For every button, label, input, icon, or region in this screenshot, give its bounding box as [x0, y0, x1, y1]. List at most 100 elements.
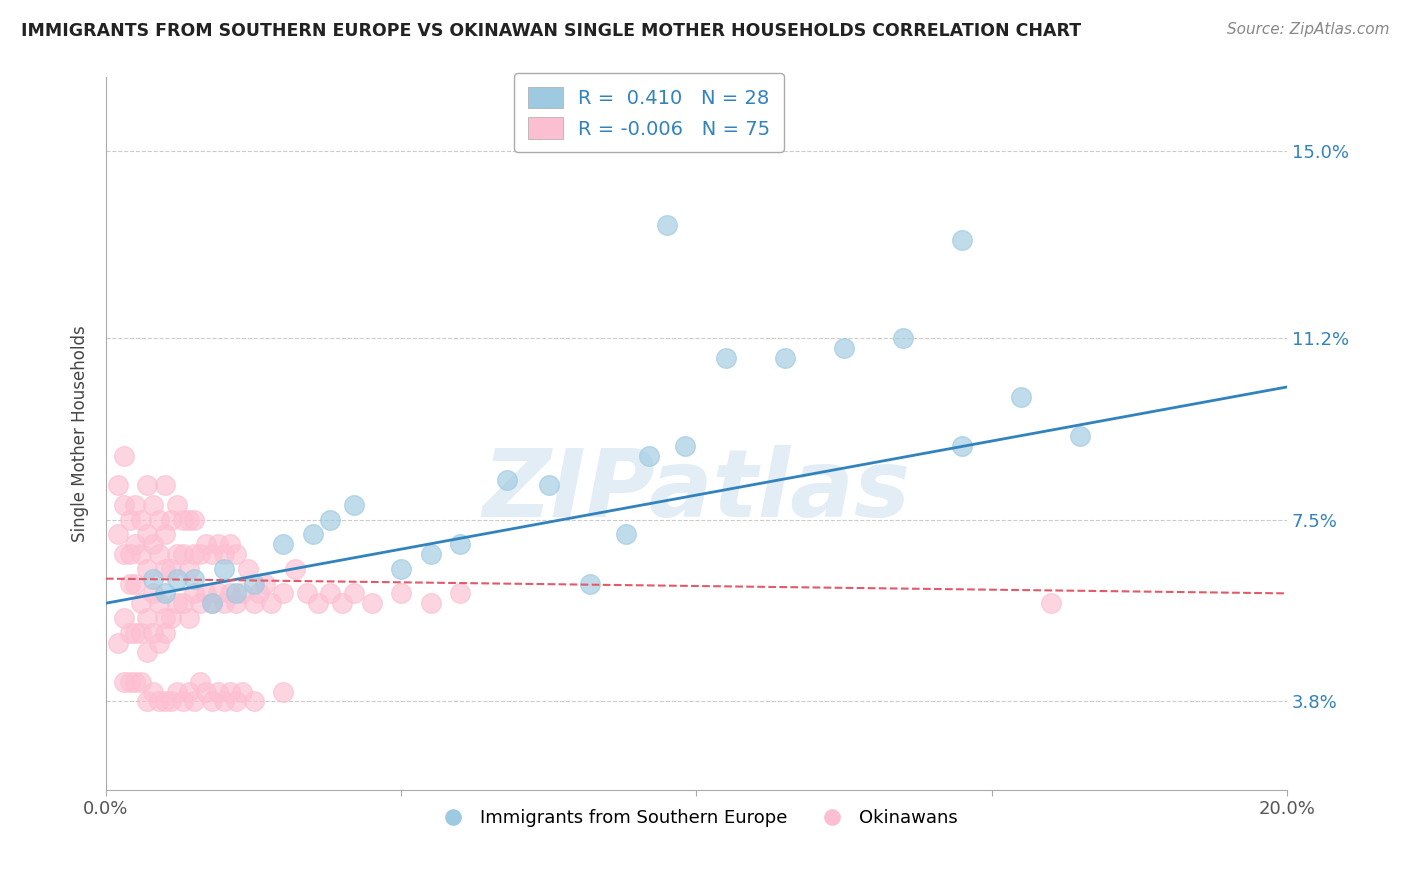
Point	[201, 694, 224, 708]
Point	[160, 562, 183, 576]
Point	[142, 586, 165, 600]
Point	[236, 562, 259, 576]
Point	[160, 513, 183, 527]
Point	[201, 596, 224, 610]
Point	[172, 547, 194, 561]
Point	[537, 478, 560, 492]
Point	[112, 498, 135, 512]
Point	[148, 694, 170, 708]
Point	[112, 611, 135, 625]
Point	[148, 513, 170, 527]
Point	[107, 635, 129, 649]
Point	[242, 576, 264, 591]
Point	[201, 547, 224, 561]
Point	[950, 439, 973, 453]
Point	[714, 351, 737, 365]
Point	[308, 596, 330, 610]
Point	[260, 596, 283, 610]
Point	[579, 576, 602, 591]
Point	[118, 513, 141, 527]
Point	[419, 596, 441, 610]
Point	[673, 439, 696, 453]
Point	[160, 611, 183, 625]
Point	[131, 625, 153, 640]
Point	[136, 645, 159, 659]
Point	[131, 674, 153, 689]
Point	[231, 684, 253, 698]
Point	[172, 513, 194, 527]
Point	[242, 596, 264, 610]
Point	[212, 694, 235, 708]
Point	[112, 547, 135, 561]
Point	[249, 586, 271, 600]
Point	[219, 537, 242, 551]
Point	[153, 625, 176, 640]
Point	[891, 331, 914, 345]
Point	[131, 547, 153, 561]
Point	[124, 498, 146, 512]
Point	[301, 527, 323, 541]
Point	[118, 674, 141, 689]
Point	[166, 572, 188, 586]
Point	[153, 694, 176, 708]
Point	[172, 694, 194, 708]
Point	[449, 537, 471, 551]
Point	[160, 694, 183, 708]
Point	[212, 547, 235, 561]
Point	[166, 684, 188, 698]
Point	[124, 674, 146, 689]
Point	[207, 684, 229, 698]
Point	[1069, 429, 1091, 443]
Point	[614, 527, 637, 541]
Point	[242, 694, 264, 708]
Point	[153, 478, 176, 492]
Point	[389, 586, 412, 600]
Text: IMMIGRANTS FROM SOUTHERN EUROPE VS OKINAWAN SINGLE MOTHER HOUSEHOLDS CORRELATION: IMMIGRANTS FROM SOUTHERN EUROPE VS OKINA…	[21, 22, 1081, 40]
Point	[212, 596, 235, 610]
Point	[190, 674, 212, 689]
Point	[219, 586, 242, 600]
Point	[131, 513, 153, 527]
Point	[183, 586, 205, 600]
Point	[172, 596, 194, 610]
Point	[638, 449, 661, 463]
Point	[118, 576, 141, 591]
Point	[330, 596, 353, 610]
Point	[201, 596, 224, 610]
Point	[343, 498, 366, 512]
Legend: Immigrants from Southern Europe, Okinawans: Immigrants from Southern Europe, Okinawa…	[427, 802, 966, 834]
Point	[112, 449, 135, 463]
Point	[319, 513, 342, 527]
Point	[225, 694, 247, 708]
Point	[148, 547, 170, 561]
Point	[153, 611, 176, 625]
Point	[177, 684, 200, 698]
Point	[284, 562, 307, 576]
Point	[177, 611, 200, 625]
Point	[136, 611, 159, 625]
Point	[183, 513, 205, 527]
Point	[124, 576, 146, 591]
Point	[195, 684, 218, 698]
Text: ZIPatlas: ZIPatlas	[482, 445, 911, 537]
Point	[177, 513, 200, 527]
Point	[183, 547, 205, 561]
Point	[142, 498, 165, 512]
Point	[950, 233, 973, 247]
Point	[136, 478, 159, 492]
Y-axis label: Single Mother Households: Single Mother Households	[72, 326, 89, 542]
Point	[153, 562, 176, 576]
Point	[360, 596, 382, 610]
Point	[231, 586, 253, 600]
Point	[142, 625, 165, 640]
Point	[142, 684, 165, 698]
Point	[832, 341, 855, 355]
Point	[195, 537, 218, 551]
Point	[112, 674, 135, 689]
Point	[207, 537, 229, 551]
Point	[271, 684, 294, 698]
Point	[118, 547, 141, 561]
Point	[153, 527, 176, 541]
Point	[219, 684, 242, 698]
Point	[773, 351, 796, 365]
